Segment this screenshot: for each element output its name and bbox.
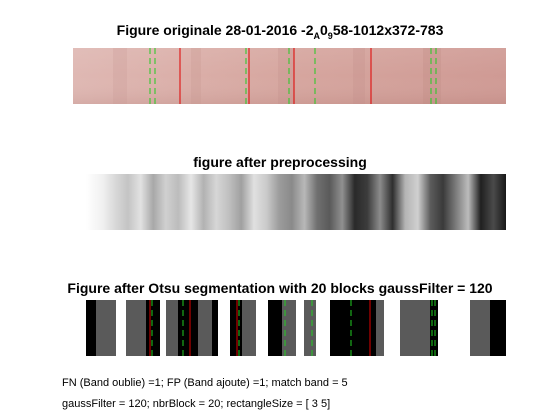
preprocessing-title: figure after preprocessing xyxy=(193,154,367,170)
preprocessed-strip-image xyxy=(86,174,506,230)
match-summary-text: FN (Band oublie) =1; FP (Band ajoute) =1… xyxy=(62,377,348,389)
original-figure-title: Figure originale 28-01-2016 -2A0958-1012… xyxy=(116,22,444,41)
parameters-text: gaussFilter = 120; nbrBlock = 20; rectan… xyxy=(62,398,331,410)
segmented-strip-image xyxy=(86,300,506,356)
otsu-segmentation-title: Figure after Otsu segmentation with 20 b… xyxy=(67,280,493,296)
original-strip-image xyxy=(73,48,506,104)
red-band-lines xyxy=(179,48,372,104)
